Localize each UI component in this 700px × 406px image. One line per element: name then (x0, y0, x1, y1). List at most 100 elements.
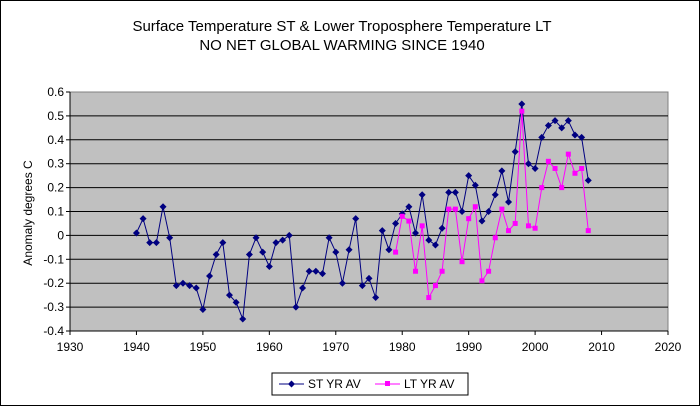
data-point (531, 164, 539, 172)
x-tick-label: 2000 (522, 340, 549, 354)
y-tick-label: 0.6 (47, 85, 64, 99)
data-point (571, 131, 579, 139)
series-line-1 (395, 111, 589, 300)
data-point (245, 251, 253, 259)
data-point (539, 185, 545, 191)
data-point (472, 204, 478, 210)
data-point (552, 165, 558, 171)
data-point (299, 284, 307, 292)
data-point (345, 246, 353, 254)
data-point (512, 220, 518, 226)
data-point (466, 216, 472, 222)
y-tick-label: -0.2 (43, 276, 64, 290)
data-point (399, 213, 405, 219)
data-point (545, 158, 551, 164)
y-tick-label: 0.2 (47, 181, 64, 195)
legend-label-lt: LT YR AV (404, 377, 454, 391)
data-point (438, 224, 446, 232)
data-point (392, 219, 400, 227)
data-point (179, 279, 187, 287)
data-point (478, 217, 486, 225)
x-tick-label: 1980 (389, 340, 416, 354)
data-point (532, 225, 538, 231)
data-point (578, 133, 586, 141)
data-point (159, 203, 167, 211)
data-point (485, 208, 493, 215)
data-point (225, 291, 233, 299)
data-point (272, 239, 280, 247)
data-point (139, 215, 147, 223)
data-point (519, 108, 525, 114)
data-point (426, 295, 432, 301)
data-point (372, 294, 380, 302)
plot-area: 0.6 0.5 0.4 0.3 0.2 0.1 0 -0.1 -0.2 -0.3 -0.4 1930 1… (43, 85, 681, 354)
data-point (212, 251, 220, 259)
data-point (412, 229, 420, 237)
data-point (352, 215, 360, 223)
data-point (425, 236, 433, 244)
legend-swatch-marker-st (288, 380, 295, 388)
legend: ST YR AV LT YR AV (271, 372, 469, 396)
data-point (458, 208, 466, 215)
data-point (544, 121, 552, 129)
data-point (471, 181, 479, 189)
data-point (378, 227, 386, 235)
data-point (446, 206, 452, 212)
legend-label-st: ST YR AV (308, 377, 361, 391)
legend-box (271, 372, 469, 396)
data-point (565, 151, 571, 157)
y-tick-label: 0.5 (47, 109, 64, 123)
data-point (445, 188, 453, 196)
y-tick-label: -0.3 (43, 300, 64, 314)
x-tick-label: 2020 (655, 340, 682, 354)
data-point (172, 282, 180, 290)
data-point (499, 206, 505, 212)
data-point (572, 170, 578, 176)
chart-title-line-1: Surface Temperature ST & Lower Troposphe… (132, 18, 551, 35)
data-point (451, 188, 459, 196)
data-point (505, 198, 513, 206)
x-tick-label: 1950 (190, 340, 217, 354)
data-point (564, 117, 572, 125)
data-point (393, 249, 399, 255)
x-tick-label: 1930 (57, 340, 84, 354)
data-point (166, 234, 174, 242)
data-point (338, 279, 346, 287)
data-point (413, 268, 419, 274)
data-point (585, 228, 591, 234)
data-point (186, 282, 194, 290)
data-point (385, 246, 393, 254)
data-point (431, 241, 439, 249)
data-point (358, 282, 366, 290)
data-point (465, 172, 473, 180)
data-point (584, 176, 592, 184)
data-point (152, 239, 160, 247)
data-point (406, 218, 412, 224)
data-point (506, 228, 512, 234)
data-point (558, 124, 566, 132)
data-point (252, 234, 260, 242)
data-point (265, 262, 273, 270)
data-point (518, 100, 526, 108)
y-axis-title: Anomaly degrees C (21, 160, 35, 266)
data-point (325, 234, 333, 242)
y-tick-label: 0.3 (47, 157, 64, 171)
data-point (538, 133, 546, 141)
data-point (259, 248, 267, 256)
data-point (146, 239, 154, 247)
data-point (312, 267, 320, 275)
data-point (498, 167, 506, 175)
y-tick-label: 0 (57, 228, 64, 242)
data-point (579, 165, 585, 171)
data-point (305, 267, 313, 275)
data-point (479, 278, 485, 284)
data-point (559, 185, 565, 191)
x-tick-label: 1990 (455, 340, 482, 354)
data-point (279, 236, 287, 244)
y-tick-label: -0.1 (43, 252, 64, 266)
data-point (206, 272, 214, 280)
data-point (525, 223, 531, 229)
data-point (524, 160, 532, 168)
data-point (486, 268, 492, 274)
data-point (418, 191, 426, 199)
